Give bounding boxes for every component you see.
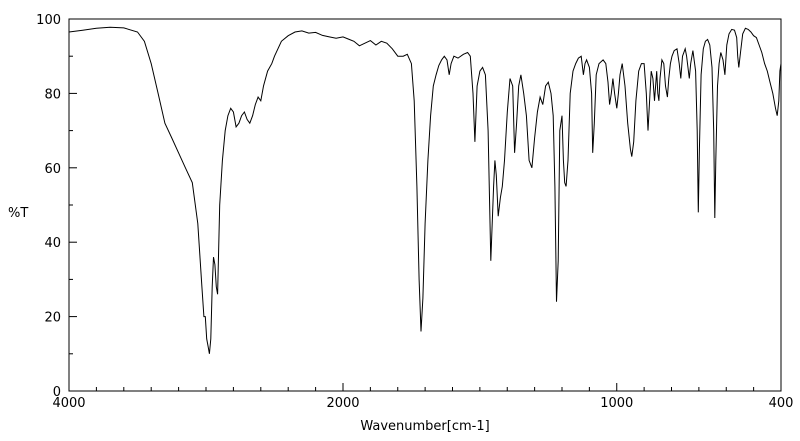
y-tick-label: 20 — [44, 311, 61, 326]
x-tick-label: 1000 — [600, 396, 633, 411]
y-tick-label: 80 — [44, 87, 61, 102]
y-tick-label: 0 — [53, 385, 61, 400]
y-tick-label: 100 — [36, 13, 61, 28]
x-tick-label: 2000 — [326, 396, 359, 411]
y-axis: 0 20 40 60 80 100 — [36, 13, 77, 400]
y-axis-label: %T — [8, 206, 28, 221]
x-axis: 4000 2000 1000 400 — [52, 383, 793, 411]
y-tick-label: 60 — [44, 162, 61, 177]
x-axis-label: Wavenumber[cm-1] — [360, 419, 489, 434]
y-tick-label: 40 — [44, 236, 61, 251]
x-tick-label: 400 — [769, 396, 794, 411]
x-tick-label: 4000 — [52, 396, 85, 411]
plot-frame — [68, 18, 782, 392]
spectrum-series-line — [68, 26, 782, 354]
